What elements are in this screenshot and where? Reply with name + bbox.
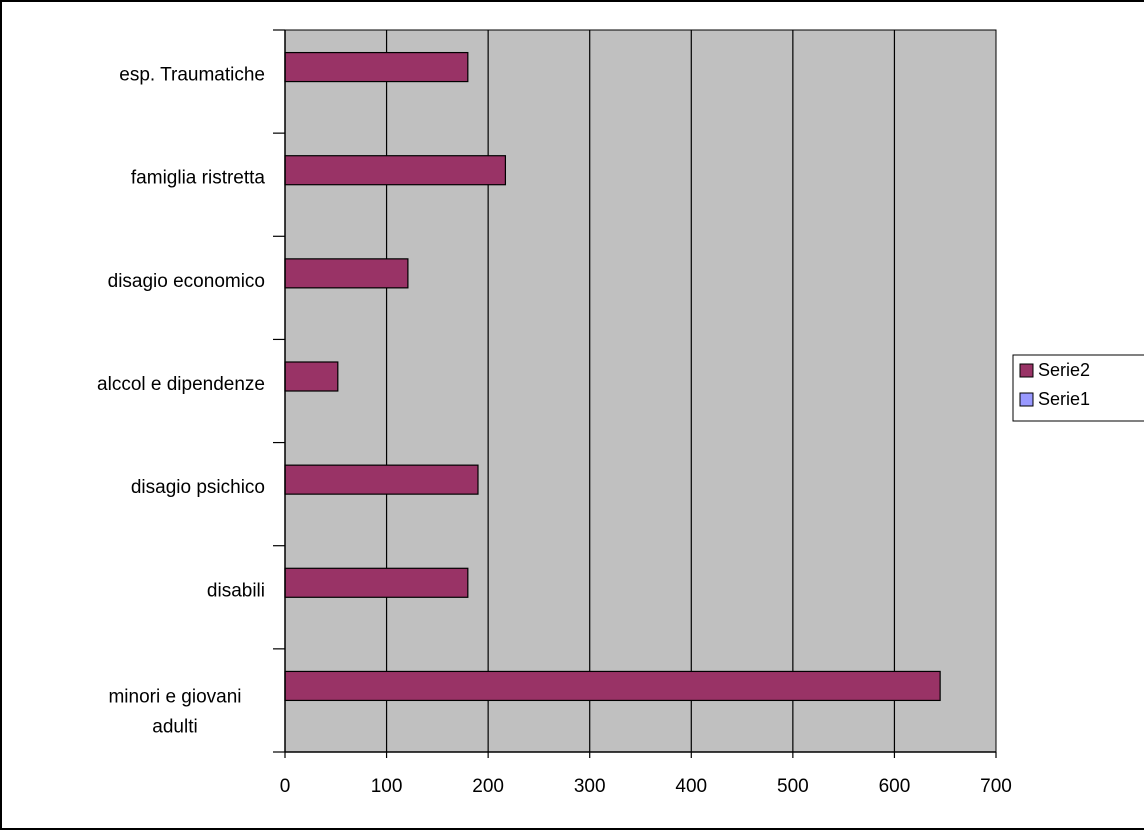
bars [284, 51, 941, 702]
x-tick-label: 100 [371, 776, 403, 797]
bar-serie2 [284, 464, 479, 495]
y-axis [273, 29, 286, 753]
y-tick-labels: minori e giovani adulti disabili disagio ps… [97, 65, 265, 738]
y-tick-label: esp. Traumatiche [119, 65, 265, 86]
x-tick-label: 200 [472, 776, 504, 797]
y-tick-label-line: famiglia ristretta [131, 168, 266, 189]
y-tick-label-line: disagio economico [108, 271, 265, 292]
bar-serie2 [284, 567, 469, 598]
x-tick-label: 0 [280, 776, 291, 797]
y-tick-label-line: adulti [152, 716, 197, 737]
legend-swatch-serie1 [1019, 392, 1034, 407]
legend: Serie2 Serie1 [1012, 354, 1144, 422]
y-tick-label: famiglia ristretta [131, 168, 266, 189]
y-tick-label-line: disagio psichico [131, 477, 265, 498]
bar-serie2 [284, 258, 409, 289]
y-tick-label: disagio psichico [131, 477, 265, 498]
bar-serie2 [284, 51, 469, 83]
y-tick-label-line: alccol e dipendenze [97, 374, 265, 395]
x-tick-label: 500 [777, 776, 809, 797]
x-tick-labels: 0 100 200 300 400 500 600 700 [280, 776, 1012, 797]
plot-area [284, 29, 997, 753]
x-tick-label: 300 [574, 776, 606, 797]
x-axis [284, 751, 997, 758]
x-tick-label: 600 [879, 776, 911, 797]
y-tick-label: disabili [207, 580, 265, 601]
x-tick-label: 700 [980, 776, 1012, 797]
legend-box [1012, 354, 1144, 422]
y-tick-label: minori e giovani adulti [108, 686, 241, 737]
legend-swatch-serie2 [1019, 363, 1034, 378]
y-tick-label: disagio economico [108, 271, 265, 292]
y-tick-label-line: disabili [207, 580, 265, 601]
bar-serie2 [284, 670, 941, 702]
y-tick-label-line: esp. Traumatiche [119, 65, 265, 86]
y-tick-label-line: minori e giovani [108, 686, 241, 707]
x-tick-label: 400 [675, 776, 707, 797]
y-tick-label: alccol e dipendenze [97, 374, 265, 395]
legend-label-serie1: Serie1 [1038, 389, 1090, 409]
gridlines [385, 30, 896, 752]
bar-serie2 [284, 361, 339, 392]
legend-label-serie2: Serie2 [1038, 360, 1090, 380]
bar-serie2 [284, 155, 507, 186]
